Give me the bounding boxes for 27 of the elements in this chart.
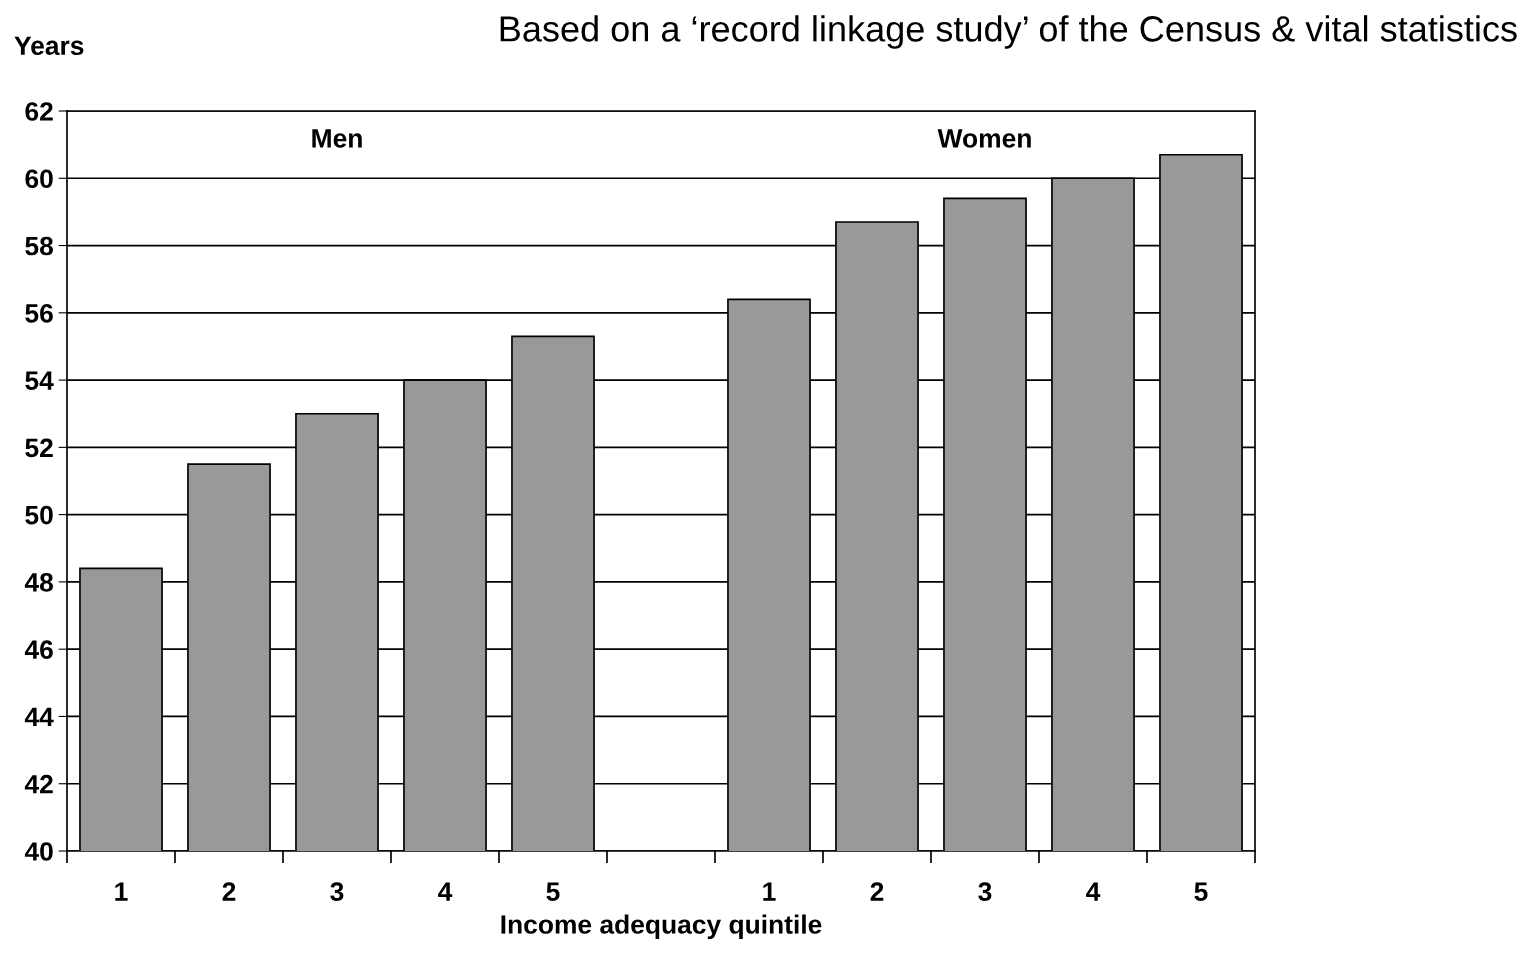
y-tick-label: 54 xyxy=(25,371,54,390)
y-tick-label: 42 xyxy=(24,774,53,794)
y-tick-label: 60 xyxy=(25,169,53,189)
y-tick-label: 40 xyxy=(24,842,53,861)
x-tick-label: 2 xyxy=(870,882,884,901)
x-tick-label: 1 xyxy=(115,882,128,901)
x-tick-label: 5 xyxy=(546,882,560,901)
annotation: Men xyxy=(312,129,362,148)
annotation: Women xyxy=(937,129,1031,148)
x-tick-label: 3 xyxy=(978,882,992,901)
y-tick-label: 48 xyxy=(24,573,53,592)
x-tick-label: 3 xyxy=(330,882,344,901)
x-tick-label: 4 xyxy=(1086,882,1101,901)
y-tick-label: 46 xyxy=(24,640,53,659)
x-tick-label: 2 xyxy=(222,882,236,901)
y-tick-label: 56 xyxy=(25,303,53,323)
y-tick-label: 58 xyxy=(25,236,53,256)
y-tick-label: 52 xyxy=(25,438,53,458)
x-axis-title: Income adequacy quintile xyxy=(501,914,822,940)
y-tick-label: 62 xyxy=(25,102,53,121)
x-tick-label: 1 xyxy=(763,882,776,901)
chart-title: Based on a ‘record linkage study’ of the Census & vital statistics xyxy=(500,15,1517,49)
y-tick-label: 44 xyxy=(24,707,54,727)
x-tick-label: 4 xyxy=(438,882,453,901)
y-axis-title: Years xyxy=(14,36,84,56)
x-tick-label: 5 xyxy=(1194,882,1208,901)
y-tick-label: 50 xyxy=(25,505,53,525)
